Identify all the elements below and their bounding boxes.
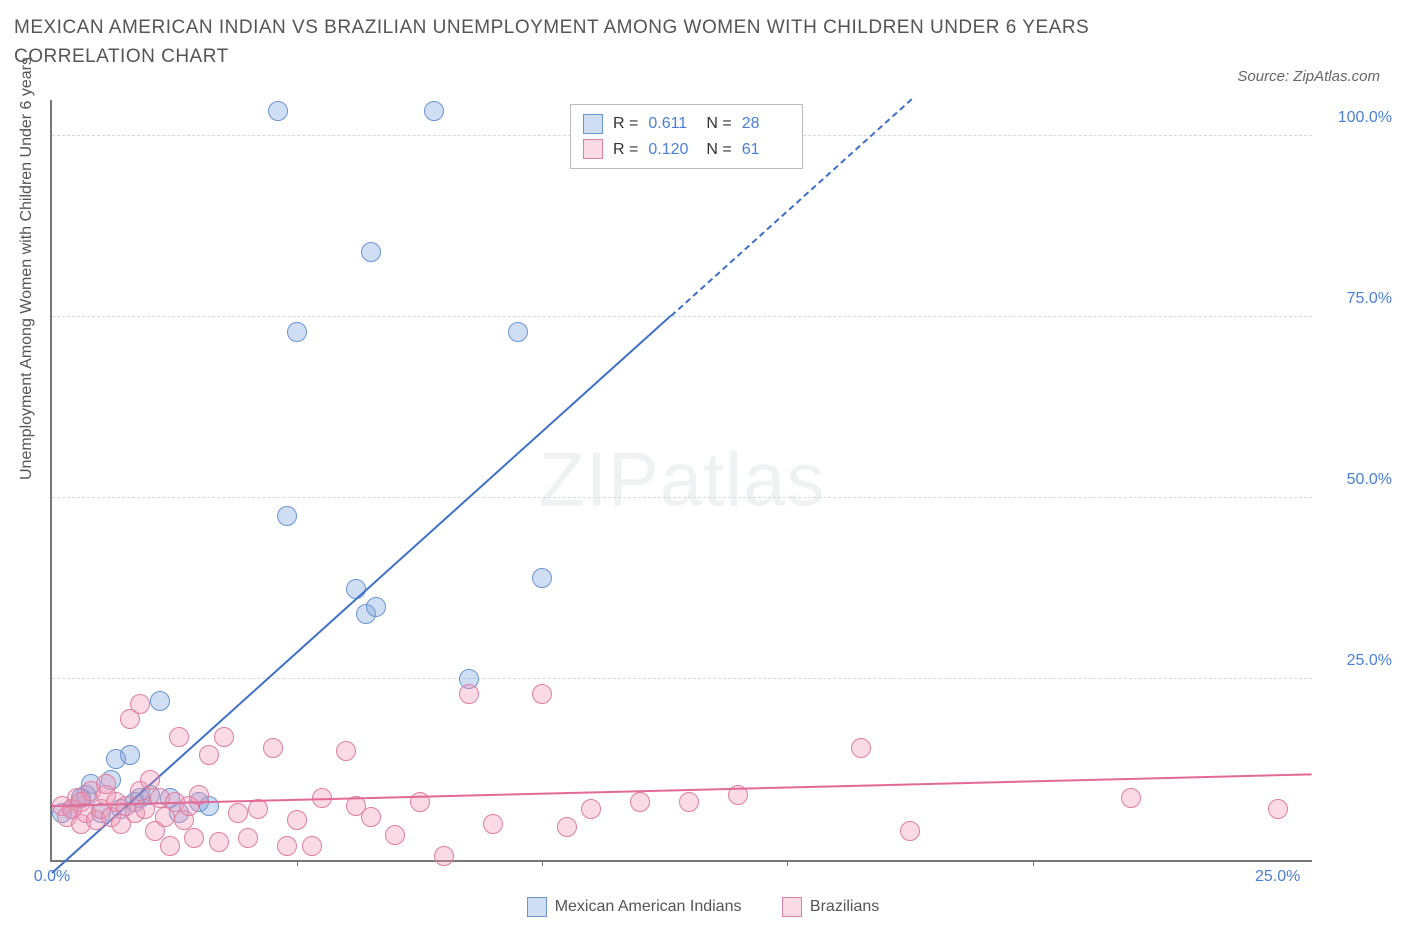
data-point <box>228 803 248 823</box>
stats-box: R = 0.611 N = 28 R = 0.120 N = 61 <box>570 104 803 169</box>
data-point <box>361 242 381 262</box>
data-point <box>679 792 699 812</box>
gridline <box>52 316 1312 317</box>
data-point <box>287 322 307 342</box>
xtick-label: 25.0% <box>1255 868 1300 886</box>
watermark-atlas: atlas <box>660 438 826 523</box>
legend-swatch-0 <box>527 897 547 917</box>
data-point <box>120 745 140 765</box>
xtick-mark <box>1033 860 1034 866</box>
data-point <box>900 821 920 841</box>
ytick-label: 50.0% <box>1320 471 1392 489</box>
data-point <box>366 597 386 617</box>
legend-item-1: Brazilians <box>782 897 879 917</box>
data-point <box>130 694 150 714</box>
data-point <box>385 825 405 845</box>
data-point <box>557 817 577 837</box>
legend-label-1: Brazilians <box>810 898 879 916</box>
gridline <box>52 678 1312 679</box>
ytick-label: 100.0% <box>1320 109 1392 127</box>
stats-n-value-0: 28 <box>742 111 790 137</box>
swatch-series-1 <box>583 139 603 159</box>
data-point <box>1268 799 1288 819</box>
data-point <box>483 814 503 834</box>
data-point <box>238 828 258 848</box>
data-point <box>287 810 307 830</box>
data-point <box>160 836 180 856</box>
ytick-label: 25.0% <box>1320 652 1392 670</box>
data-point <box>184 828 204 848</box>
data-point <box>434 846 454 866</box>
ytick-label: 75.0% <box>1320 290 1392 308</box>
data-point <box>630 792 650 812</box>
data-point <box>169 727 189 747</box>
data-point <box>424 101 444 121</box>
data-point <box>277 836 297 856</box>
xtick-mark <box>787 860 788 866</box>
data-point <box>199 745 219 765</box>
data-point <box>346 579 366 599</box>
source-prefix: Source: <box>1237 68 1293 85</box>
data-point <box>248 799 268 819</box>
xtick-mark <box>297 860 298 866</box>
stats-n-label: N = <box>706 137 731 163</box>
data-point <box>581 799 601 819</box>
stats-n-label: N = <box>706 111 731 137</box>
xtick-mark <box>542 860 543 866</box>
legend-swatch-1 <box>782 897 802 917</box>
data-point <box>277 506 297 526</box>
data-point <box>96 774 116 794</box>
legend-label-0: Mexican American Indians <box>555 898 742 916</box>
y-axis-label: Unemployment Among Women with Children U… <box>18 57 36 480</box>
data-point <box>508 322 528 342</box>
stats-n-value-1: 61 <box>742 137 790 163</box>
data-point <box>302 836 322 856</box>
watermark: ZIPatlas <box>539 437 826 524</box>
stats-r-value-0: 0.611 <box>648 111 696 137</box>
swatch-series-0 <box>583 114 603 134</box>
data-point <box>268 101 288 121</box>
chart-title: MEXICAN AMERICAN INDIAN VS BRAZILIAN UNE… <box>14 14 1094 71</box>
data-point <box>214 727 234 747</box>
data-point <box>459 684 479 704</box>
data-point <box>1121 788 1141 808</box>
legend-item-0: Mexican American Indians <box>527 897 742 917</box>
data-point <box>150 691 170 711</box>
plot-area: ZIPatlas 25.0%50.0%75.0%100.0%0.0%25.0% <box>50 100 1312 862</box>
stats-row-series-0: R = 0.611 N = 28 <box>583 111 790 137</box>
data-point <box>532 568 552 588</box>
data-point <box>209 832 229 852</box>
data-point <box>263 738 283 758</box>
stats-r-label: R = <box>613 137 638 163</box>
data-point <box>532 684 552 704</box>
data-point <box>361 807 381 827</box>
chart-legend: Mexican American Indians Brazilians <box>0 897 1406 922</box>
watermark-zip: ZIP <box>539 438 660 523</box>
stats-row-series-1: R = 0.120 N = 61 <box>583 137 790 163</box>
stats-r-label: R = <box>613 111 638 137</box>
data-point <box>140 770 160 790</box>
gridline <box>52 497 1312 498</box>
data-point <box>851 738 871 758</box>
source-attribution: Source: ZipAtlas.com <box>1237 68 1380 85</box>
stats-r-value-1: 0.120 <box>648 137 696 163</box>
data-point <box>336 741 356 761</box>
source-name: ZipAtlas.com <box>1293 68 1380 85</box>
